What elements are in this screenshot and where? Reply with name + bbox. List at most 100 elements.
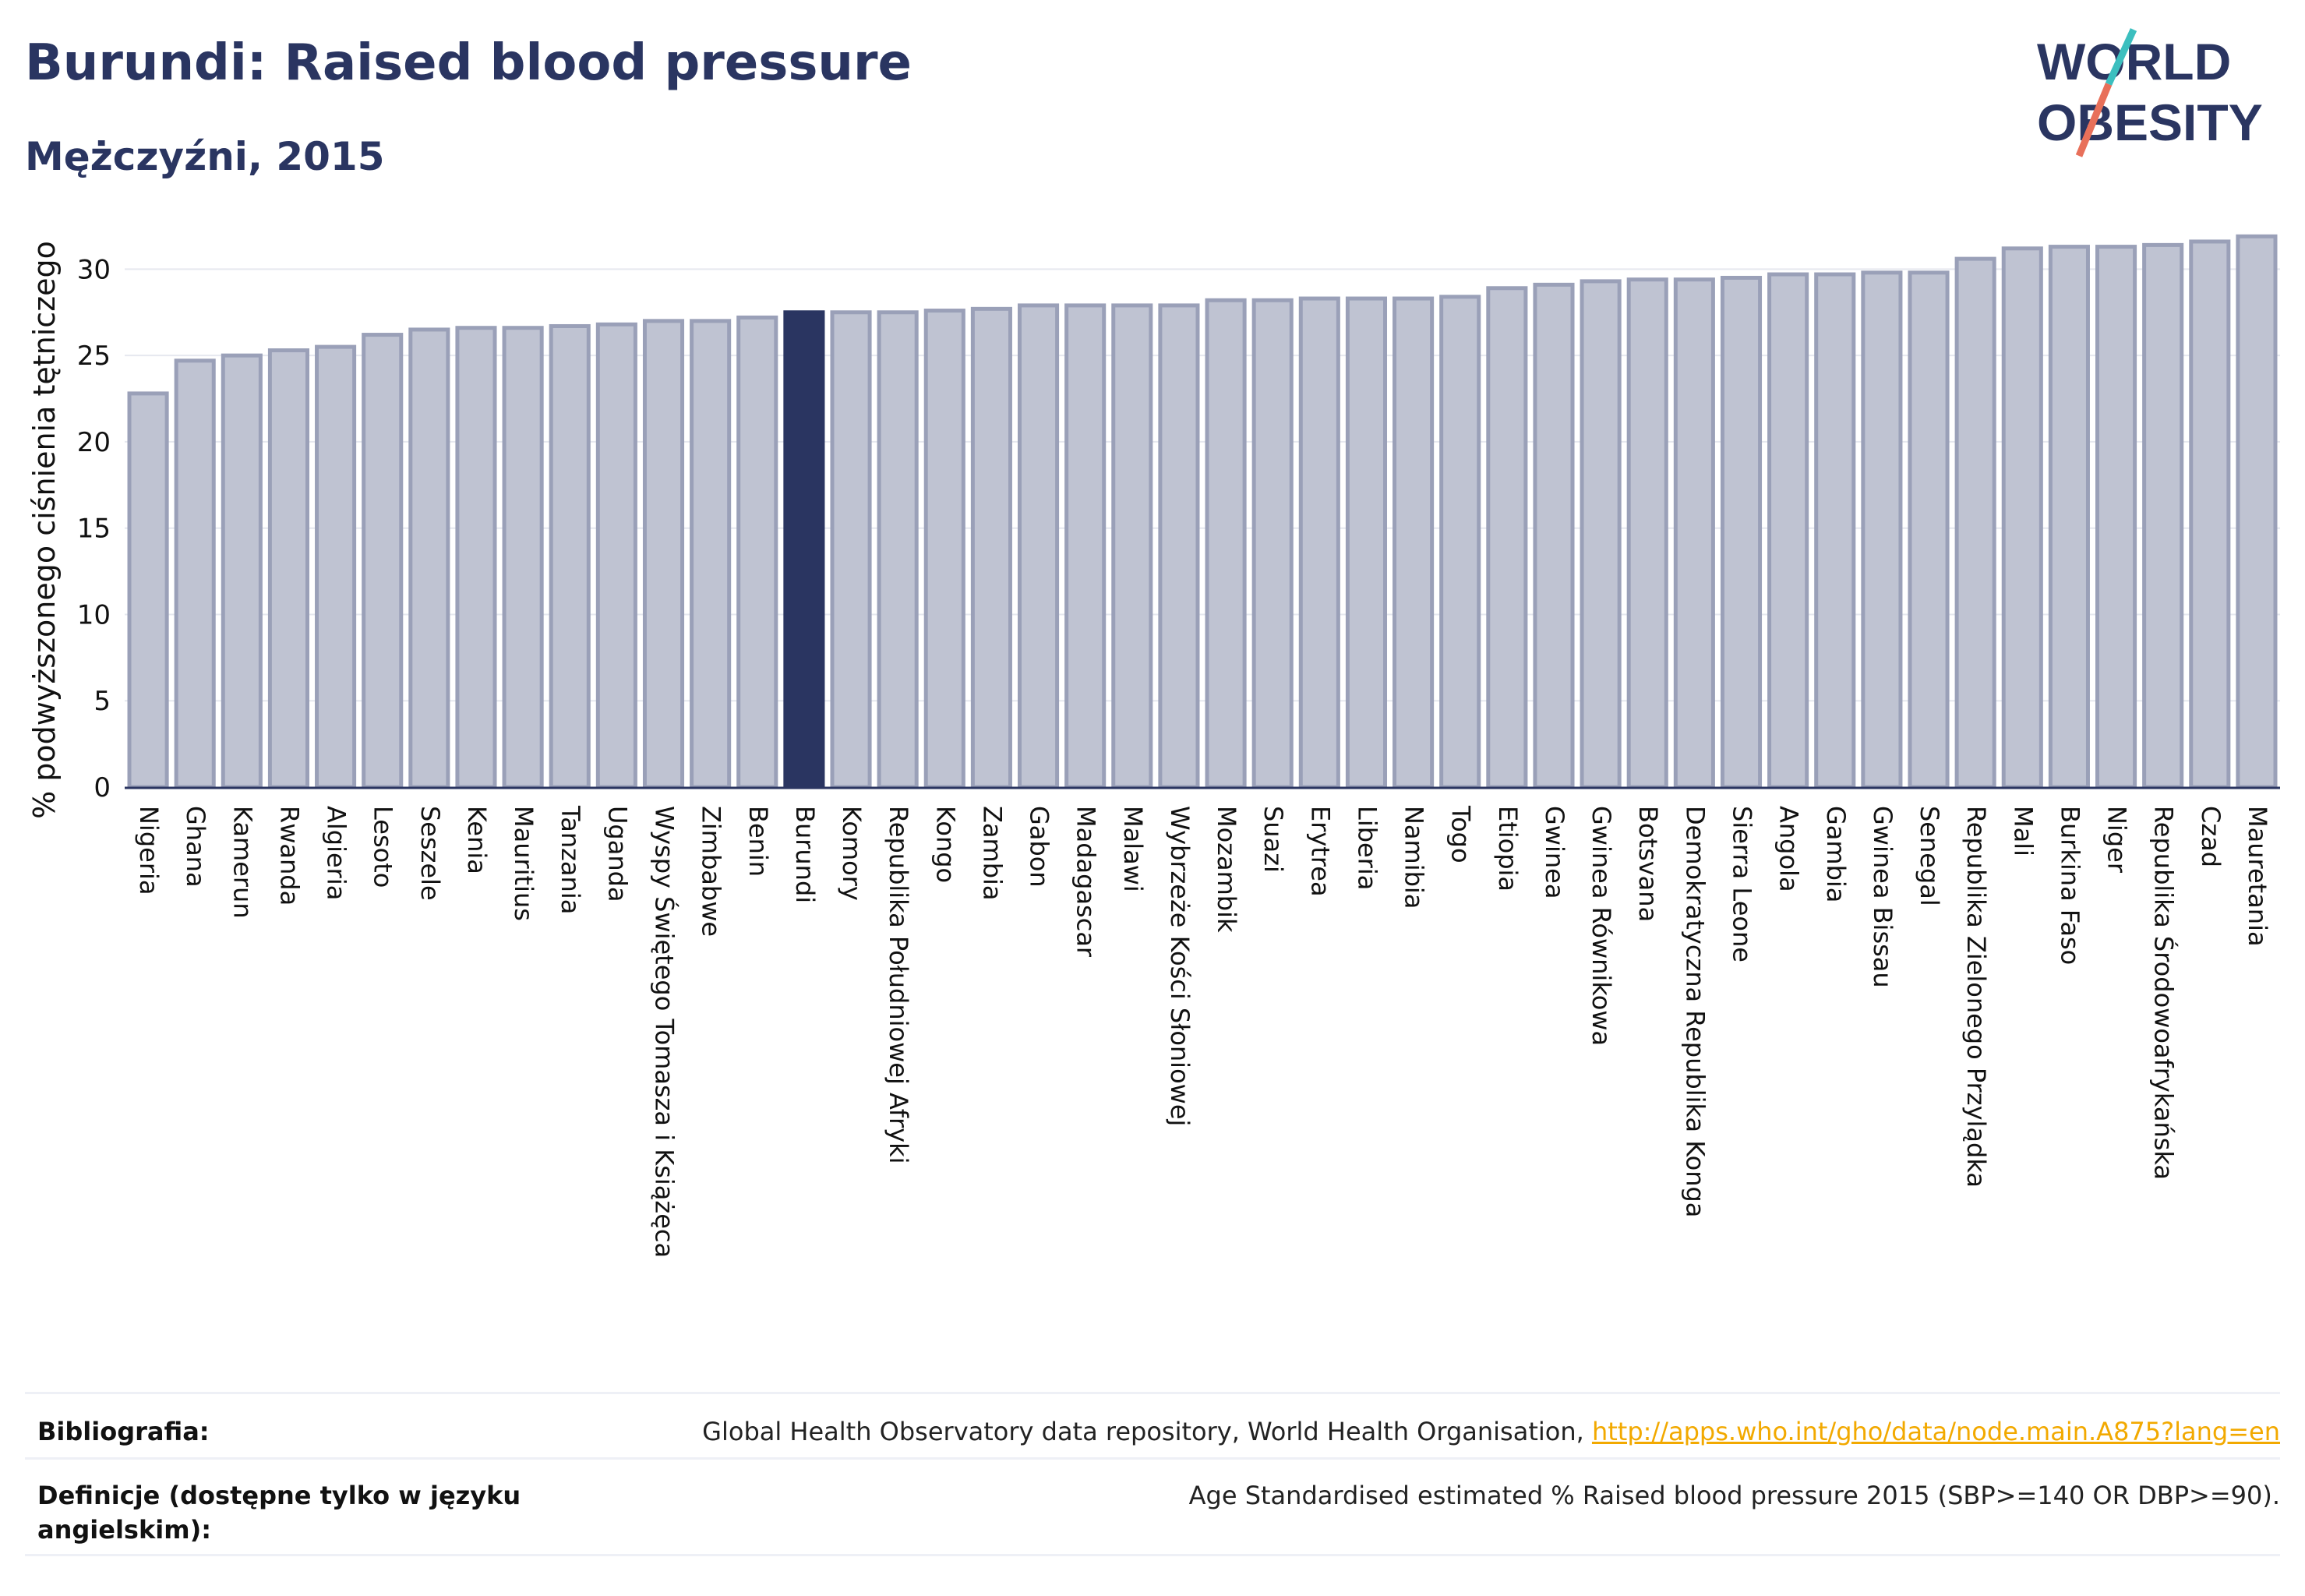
bar-gabon [1017, 303, 1060, 789]
bar-kamerun [221, 353, 263, 789]
definitions-text: Age Standardised estimated % Raised bloo… [1188, 1481, 2280, 1510]
x-tick-label: Senegal [1915, 806, 1944, 906]
bar-togo [1439, 295, 1481, 789]
world-obesity-logo: WORLD OBESITY [2037, 28, 2263, 157]
bar-gwinea-bissau [1861, 270, 1903, 789]
bar-niger [2095, 245, 2137, 789]
logo-line1: WORLD [2037, 33, 2231, 90]
x-tick-label: Kamerun [228, 806, 257, 919]
bar-mauretania [2236, 234, 2278, 789]
bar-demokratyczna-republika-konga [1673, 277, 1715, 789]
bar-mali [2001, 246, 2043, 789]
x-tick-label: Seszele [415, 806, 445, 901]
bar-mauritius [502, 326, 544, 789]
bar-gambia [1814, 272, 1856, 789]
y-tick-label: 20 [77, 427, 111, 458]
x-tick-label: Sierra Leone [1728, 806, 1757, 962]
y-axis-label: % podwyższonego ciśnienia tętniczego [27, 241, 62, 819]
bars [127, 234, 2278, 789]
y-tick-label: 10 [77, 599, 111, 630]
x-tick-label: Wybrzeże Kości Słoniowej [1165, 806, 1195, 1126]
bar-namibia [1393, 296, 1435, 789]
y-tick-label: 25 [77, 341, 111, 372]
bar-kongo [923, 309, 965, 789]
x-tick-label: Zimbabwe [697, 806, 726, 937]
bar-botsvana [1626, 277, 1668, 789]
bar-wyspy-świętego-tomasza-i-książęca [642, 319, 685, 789]
x-tick-label: Ghana [181, 806, 210, 888]
x-tick-label: Mali [2008, 806, 2038, 856]
x-tick-label: Wyspy Świętego Tomasza i Książęca [650, 806, 680, 1258]
bar-malawi [1111, 303, 1153, 789]
x-tick-label: Czad [2196, 806, 2226, 867]
bar-gwinea-równikowa [1580, 279, 1622, 789]
bar-uganda [595, 322, 637, 789]
bar-republika-środowoafrykańska [2142, 242, 2184, 789]
x-tick-label: Republika Południowej Afryki [884, 806, 913, 1164]
x-tick-label: Mauretania [2243, 806, 2272, 947]
bar-mozambik [1205, 298, 1247, 789]
x-tick-label: Gwinea Równikowa [1587, 806, 1616, 1046]
bar-tanzania [549, 323, 591, 789]
bar-czad [2189, 239, 2231, 789]
chart-title: Burundi: Raised blood pressure [25, 34, 912, 92]
x-tick-label: Burundi [790, 806, 820, 903]
bar-burkina-faso [2048, 245, 2090, 789]
bar-senegal [1908, 270, 1950, 789]
x-tick-label: Mozambik [1212, 806, 1241, 933]
x-tick-label: Demokratyczna Republika Konga [1680, 806, 1710, 1217]
bar-angola [1767, 272, 1809, 789]
y-axis-ticks: 0 5 10 15 20 25 30 [77, 254, 111, 803]
x-tick-label: Botsvana [1633, 806, 1663, 922]
bar-madagascar [1064, 303, 1107, 789]
y-tick-label: 15 [77, 514, 111, 545]
bar-ghana [174, 358, 216, 789]
y-tick-label: 0 [94, 772, 111, 803]
definitions-label-line2: angielskim): [37, 1515, 211, 1545]
footer-divider-top [25, 1392, 2280, 1394]
bibliography-label: Bibliografia: [37, 1417, 210, 1446]
bar-komory [830, 310, 872, 789]
x-tick-label: Erytrea [1305, 806, 1335, 897]
bar-liberia [1345, 296, 1388, 789]
bar-lesoto [362, 333, 404, 789]
x-tick-label: Republika Zielonego Przylądka [1961, 806, 1991, 1188]
bar-etiopia [1486, 286, 1528, 789]
x-tick-label: Uganda [602, 806, 632, 902]
y-tick-label: 30 [77, 254, 111, 285]
x-tick-label: Rwanda [274, 806, 304, 906]
bar-erytrea [1298, 296, 1340, 789]
bar-gwinea [1533, 282, 1575, 789]
x-tick-label: Burkina Faso [2055, 806, 2084, 965]
bibliography-link[interactable]: http://apps.who.int/gho/data/node.main.A… [1591, 1417, 2280, 1446]
x-tick-label: Suazi [1258, 806, 1288, 873]
bar-kenia [455, 326, 497, 789]
x-tick-label: Nigeria [134, 806, 164, 895]
bar-chart: 0 5 10 15 20 25 30 Nigeria Ghana Kamerun Rwanda Al… [27, 234, 2280, 1258]
x-tick-label: Tanzania [556, 805, 585, 914]
logo-slash-bottom [2075, 83, 2113, 157]
bar-benin [736, 315, 778, 789]
footer-divider-bottom [25, 1554, 2280, 1556]
bibliography-source: Global Health Observatory data repositor… [702, 1417, 1592, 1446]
x-tick-label: Kongo [930, 806, 960, 883]
x-tick-label: Gwinea [1540, 806, 1569, 899]
x-tick-label: Etiopia [1493, 806, 1523, 892]
x-tick-label: Angola [1774, 806, 1804, 892]
bar-republika-południowej-afryki [877, 310, 919, 789]
logo-line2: OBESITY [2037, 94, 2263, 151]
y-tick-label: 5 [94, 686, 111, 717]
logo-slash-top [2105, 28, 2137, 86]
x-tick-label: Republika Środowoafrykańska [2149, 806, 2180, 1180]
bar-seszele [408, 327, 450, 789]
bar-nigeria [127, 391, 169, 789]
bar-sierra-leone [1720, 275, 1763, 789]
bar-republika-zielonego-przylądka [1954, 256, 1996, 789]
x-tick-label: Mauritius [509, 806, 538, 921]
x-tick-label: Zambia [977, 806, 1007, 901]
bar-rwanda [267, 348, 310, 789]
bar-zimbabwe [690, 319, 732, 789]
x-tick-label: Togo [1446, 805, 1476, 863]
bar-suazi [1251, 298, 1294, 789]
x-tick-label: Komory [837, 806, 867, 901]
